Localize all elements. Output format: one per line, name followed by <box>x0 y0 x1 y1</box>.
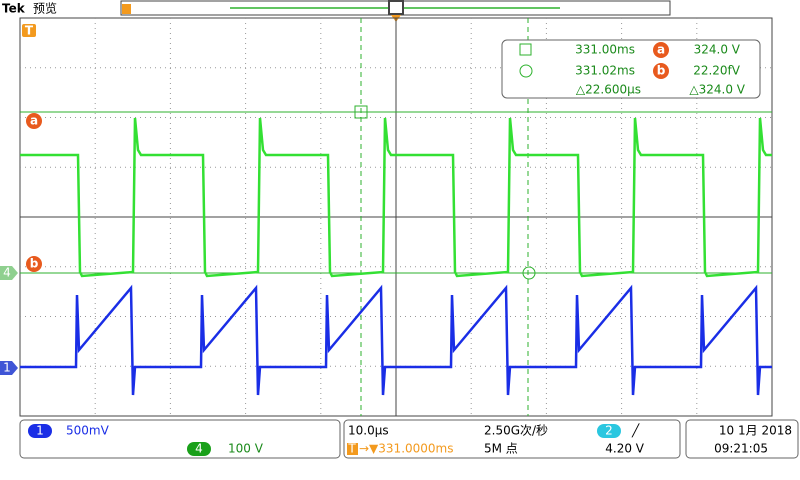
timebase: 10.0μs <box>348 424 389 438</box>
readout-b-badge <box>653 63 669 79</box>
trigger-marker <box>22 24 36 37</box>
record-view <box>388 0 404 15</box>
readout-a-label: a <box>657 43 665 57</box>
trigger-source: 2 <box>605 424 613 438</box>
readout-volt-b: 22.20fV <box>693 64 741 78</box>
date: 10 1月 2018 <box>719 424 792 438</box>
record-length: 5M 点 <box>484 442 518 456</box>
readout-delta-volt: △324.0 V <box>689 83 745 97</box>
time: 09:21:05 <box>714 442 768 456</box>
brand: Tek <box>2 2 26 16</box>
channel-1-waveform <box>20 284 772 396</box>
ch4-badge-label: 4 <box>195 442 203 456</box>
acquisition-panel <box>343 419 681 459</box>
clock-panel <box>685 419 799 459</box>
ch4-badge <box>187 442 211 456</box>
readout-a-badge <box>653 42 669 58</box>
channel-4-marker <box>0 266 18 280</box>
cursor-b-badge <box>26 256 42 272</box>
trigger-icon: T <box>347 442 356 456</box>
record-trigger <box>122 4 131 14</box>
channel-1-marker-label: 1 <box>3 361 11 375</box>
channel-1-marker <box>0 361 18 375</box>
readout-square <box>519 43 532 56</box>
cursor-b-badge-label: b <box>30 257 39 271</box>
readout-time-a: 331.00ms <box>575 43 635 57</box>
mode: 预览 <box>33 1 57 16</box>
cursor-a-badge-label: a <box>30 114 38 128</box>
channel-panel <box>19 419 341 459</box>
readout-volt-a: 324.0 V <box>694 43 741 57</box>
cursor-a-badge <box>26 113 42 129</box>
readout-b-label: b <box>657 64 666 78</box>
readout-delta-time: △22.600μs <box>576 83 641 97</box>
readout-circle <box>519 64 533 78</box>
ch1-badge <box>28 424 52 438</box>
cursor-readout <box>501 39 761 99</box>
trigger-slope: ╱ <box>631 423 640 438</box>
ch1-scale: 500mV <box>66 424 110 438</box>
trigger-icon-box <box>347 443 358 455</box>
ch1-badge-label: 1 <box>36 424 44 438</box>
trigger-position: →▼331.0000ms <box>359 442 453 456</box>
channel-4-waveform <box>20 117 772 278</box>
trigger-source-badge <box>597 424 621 438</box>
readout-time-b: 331.02ms <box>575 64 635 78</box>
channel-4-marker-label: 4 <box>3 266 11 280</box>
trigger-marker-label: T <box>25 24 34 38</box>
ch4-scale: 100 V <box>228 442 264 456</box>
cursor-a-point <box>354 105 368 119</box>
trigger-level: 4.20 V <box>605 442 645 456</box>
sample-rate: 2.50G次/秒 <box>484 424 548 438</box>
cursor-b-point <box>522 266 536 280</box>
